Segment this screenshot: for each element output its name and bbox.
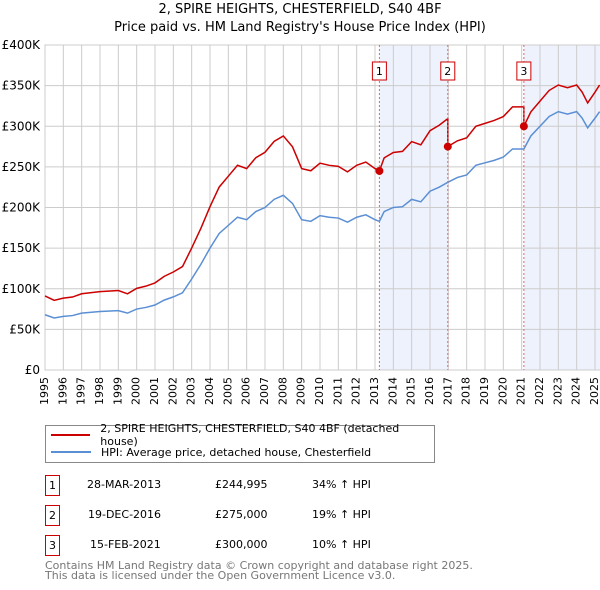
- sale-marker-label: 1: [376, 65, 383, 78]
- legend-item-price: 2, SPIRE HEIGHTS, CHESTERFIELD, S40 4BF …: [51, 422, 434, 448]
- plot-area: 1995 1996 1997 1998 1999 2000 2001 2002 2003 2004…: [2, 38, 600, 405]
- sale-price: £300,000: [215, 538, 268, 551]
- footer-line: Contains HM Land Registry data © Crown c…: [45, 559, 473, 572]
- x-tick-label: 1998: [93, 377, 106, 405]
- legend-item-hpi: HPI: Average price, detached house, Ches…: [51, 444, 371, 460]
- x-tick-label: 2022: [533, 377, 546, 405]
- sale-point: [375, 166, 384, 175]
- y-tick-label: £150K: [2, 241, 42, 255]
- sale-hpi-diff: 10% ↑ HPI: [312, 538, 371, 551]
- legend-swatch: [51, 434, 91, 436]
- y-tick-label: £250K: [2, 160, 42, 174]
- y-tick-label: £200K: [2, 201, 42, 215]
- x-tick-label: 2012: [350, 377, 363, 405]
- x-tick-label: 2025: [588, 377, 600, 405]
- x-tick-label: 2005: [221, 377, 234, 405]
- sale-marker-box: [440, 61, 456, 81]
- x-tick-label: 2014: [386, 377, 399, 405]
- x-tick-label: 2017: [441, 377, 454, 405]
- x-tick-label: 2000: [130, 377, 143, 405]
- x-tick-label: 1997: [75, 377, 88, 405]
- x-tick-label: 1995: [38, 377, 51, 405]
- x-tick-label: 2023: [551, 377, 564, 405]
- x-tick-label: 2021: [515, 377, 528, 405]
- legend-label: 2, SPIRE HEIGHTS, CHESTERFIELD, S40 4BF …: [100, 422, 400, 448]
- legend-label: HPI: Average price, detached house, Ches…: [101, 445, 372, 459]
- x-tick-label: 2002: [166, 377, 179, 405]
- footer-line: This data is licensed under the Open Gov…: [45, 569, 396, 582]
- chart-subtitle: Price paid vs. HM Land Registry's House …: [114, 20, 486, 35]
- sale-marker-box: [371, 61, 387, 81]
- x-tick-label: 2024: [570, 377, 583, 405]
- x-tick-label: 2019: [478, 377, 491, 405]
- sale-hpi-diff: 19% ↑ HPI: [312, 508, 371, 521]
- sale-marker-label: 1: [45, 475, 60, 496]
- sale-point: [519, 122, 528, 131]
- legend: 2, SPIRE HEIGHTS, CHESTERFIELD, S40 4BF …: [45, 422, 435, 463]
- y-tick-label: £400K: [2, 38, 42, 52]
- x-tick-label: 2001: [148, 377, 161, 405]
- y-tick-label: £300K: [2, 119, 42, 133]
- y-tick-label: £100K: [2, 282, 42, 296]
- sale-date: 19-DEC-2016: [88, 508, 162, 521]
- sale-marker-label: 2: [45, 505, 60, 526]
- sale-marker-box: [516, 61, 532, 81]
- x-tick-label: 2020: [496, 377, 509, 405]
- sale-marker-label: 3: [45, 535, 60, 556]
- x-tick-label: 1996: [56, 377, 69, 405]
- sale-marker-label: 2: [444, 65, 451, 78]
- sale-hpi-diff: 34% ↑ HPI: [312, 478, 371, 491]
- x-tick-label: 2007: [258, 377, 271, 405]
- x-tick-label: 2003: [185, 377, 198, 405]
- x-tick-label: 2016: [423, 377, 436, 405]
- sale-date: 28-MAR-2013: [87, 478, 162, 491]
- chart-title: 2, SPIRE HEIGHTS, CHESTERFIELD, S40 4BF: [158, 2, 442, 17]
- hpi-line: [44, 110, 600, 319]
- x-tick-label: 2011: [331, 377, 344, 405]
- x-tick-label: 2018: [460, 377, 473, 405]
- x-tick-label: 2013: [368, 377, 381, 405]
- x-tick-label: 2010: [313, 377, 326, 405]
- y-tick-label: £350K: [2, 79, 42, 93]
- x-tick-label: 2004: [203, 377, 216, 405]
- x-tick-label: 2006: [240, 377, 253, 405]
- footer: Contains HM Land Registry data © Crown c…: [45, 559, 473, 582]
- sale-marker-label: 3: [520, 65, 527, 78]
- x-tick-label: 2015: [405, 377, 418, 405]
- y-tick-label: £0: [25, 363, 40, 377]
- x-tick-label: 2008: [276, 377, 289, 405]
- x-tick-label: 1999: [111, 377, 124, 405]
- sale-point: [443, 142, 452, 151]
- legend-swatch: [51, 451, 91, 453]
- sale-price: £275,000: [215, 508, 268, 521]
- y-tick-label: £50K: [9, 322, 41, 336]
- sale-price: £244,995: [215, 478, 268, 491]
- sale-date: 15-FEB-2021: [90, 538, 161, 551]
- x-tick-label: 2009: [295, 377, 308, 405]
